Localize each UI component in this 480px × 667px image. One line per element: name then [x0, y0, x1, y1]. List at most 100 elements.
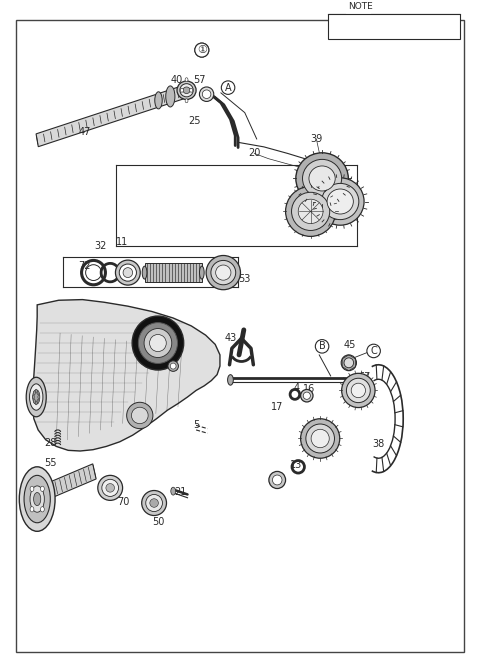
Bar	[328, 14, 459, 39]
Text: 60: 60	[316, 435, 328, 445]
Circle shape	[30, 507, 34, 512]
Text: 20: 20	[248, 149, 261, 159]
Ellipse shape	[146, 494, 162, 512]
Ellipse shape	[311, 430, 329, 448]
Ellipse shape	[327, 189, 353, 214]
Text: 43: 43	[224, 333, 237, 343]
Text: 71: 71	[348, 190, 360, 200]
Ellipse shape	[351, 384, 365, 398]
Circle shape	[180, 88, 183, 92]
Ellipse shape	[342, 374, 375, 408]
Ellipse shape	[132, 316, 184, 370]
Polygon shape	[31, 464, 96, 506]
Ellipse shape	[269, 472, 286, 488]
Ellipse shape	[34, 391, 36, 395]
Ellipse shape	[24, 476, 50, 523]
Ellipse shape	[132, 408, 148, 424]
Text: 54: 54	[35, 389, 47, 399]
Ellipse shape	[37, 400, 39, 403]
Polygon shape	[33, 299, 220, 451]
Ellipse shape	[166, 86, 175, 107]
Text: B: B	[319, 342, 325, 352]
Ellipse shape	[291, 192, 330, 231]
Ellipse shape	[228, 375, 233, 385]
Ellipse shape	[142, 266, 147, 279]
Text: 4: 4	[293, 383, 300, 393]
Ellipse shape	[286, 186, 336, 236]
Text: 38: 38	[372, 439, 384, 449]
Ellipse shape	[35, 389, 37, 393]
Ellipse shape	[216, 265, 231, 280]
Circle shape	[40, 486, 44, 492]
Ellipse shape	[33, 390, 40, 404]
Text: C: C	[370, 346, 377, 356]
Text: 40: 40	[171, 75, 183, 85]
Ellipse shape	[296, 153, 348, 204]
Ellipse shape	[273, 475, 282, 485]
Ellipse shape	[180, 83, 193, 97]
Ellipse shape	[303, 392, 311, 400]
Text: 15: 15	[268, 476, 280, 486]
Ellipse shape	[306, 424, 335, 453]
Ellipse shape	[138, 323, 178, 364]
Ellipse shape	[19, 467, 55, 532]
Text: 16: 16	[303, 384, 315, 394]
Ellipse shape	[30, 384, 43, 410]
Text: 18: 18	[137, 333, 150, 343]
Ellipse shape	[150, 499, 158, 508]
Text: ①: ①	[197, 45, 207, 55]
Ellipse shape	[150, 334, 166, 352]
Ellipse shape	[309, 166, 335, 191]
Ellipse shape	[177, 81, 196, 99]
Ellipse shape	[300, 390, 313, 402]
Ellipse shape	[35, 401, 37, 405]
Ellipse shape	[298, 199, 323, 223]
Ellipse shape	[199, 87, 214, 101]
Text: NOTE: NOTE	[348, 2, 373, 11]
Bar	[144, 263, 202, 282]
Text: 70: 70	[117, 498, 129, 508]
Ellipse shape	[34, 400, 36, 403]
Text: 13: 13	[290, 460, 302, 470]
Text: 67: 67	[359, 372, 371, 382]
Ellipse shape	[302, 159, 342, 197]
Text: 50: 50	[152, 517, 164, 527]
Ellipse shape	[102, 480, 119, 496]
Text: 57: 57	[193, 75, 206, 85]
Ellipse shape	[26, 378, 46, 417]
Ellipse shape	[37, 391, 39, 395]
Text: 5: 5	[193, 420, 199, 430]
Circle shape	[40, 507, 44, 512]
Ellipse shape	[206, 255, 240, 289]
Text: 11: 11	[116, 237, 128, 247]
Ellipse shape	[200, 266, 204, 279]
Ellipse shape	[33, 395, 35, 399]
Text: 45: 45	[344, 340, 356, 350]
Ellipse shape	[211, 260, 236, 285]
Ellipse shape	[171, 487, 176, 495]
Circle shape	[185, 78, 188, 81]
Ellipse shape	[144, 329, 172, 358]
Ellipse shape	[300, 419, 340, 458]
Text: 19: 19	[327, 211, 339, 221]
Ellipse shape	[98, 476, 122, 500]
Text: 28: 28	[44, 438, 57, 448]
Text: THE NO. 1 : ①-②: THE NO. 1 : ①-②	[352, 23, 436, 32]
Text: 21: 21	[174, 488, 187, 498]
Ellipse shape	[170, 363, 176, 369]
Circle shape	[185, 99, 188, 103]
Ellipse shape	[30, 486, 44, 512]
Text: 39: 39	[310, 134, 323, 144]
Ellipse shape	[316, 178, 364, 225]
Text: ①: ①	[197, 45, 207, 55]
Ellipse shape	[183, 87, 190, 93]
Ellipse shape	[341, 355, 357, 371]
Ellipse shape	[344, 358, 354, 368]
Text: 72: 72	[79, 261, 91, 271]
Text: 7: 7	[160, 356, 167, 366]
Text: 17: 17	[271, 402, 283, 412]
Text: 53: 53	[239, 273, 251, 283]
Text: 55: 55	[44, 458, 57, 468]
Ellipse shape	[347, 378, 370, 403]
Text: 47: 47	[79, 127, 91, 137]
